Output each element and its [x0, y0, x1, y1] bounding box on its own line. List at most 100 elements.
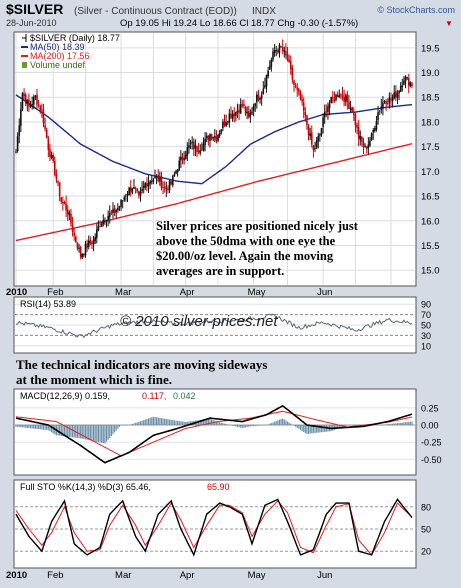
symbol-title: $SILVER	[6, 1, 63, 17]
macd-hist-bar	[228, 424, 230, 426]
price-bar-body	[23, 93, 25, 96]
x-axis-label-bottom: Jun	[317, 570, 332, 581]
macd-hist-bar	[122, 425, 124, 426]
price-bar-body	[226, 121, 229, 123]
price-bar-body	[188, 144, 190, 149]
legend-volume: Volume undef	[30, 60, 86, 70]
legend-ma200: MA(200) 17.56	[30, 51, 90, 61]
x-axis-labels: 2010 Feb Mar Apr May Jun	[6, 287, 332, 298]
price-bar-body	[390, 98, 392, 101]
macd-hist-bar	[21, 425, 24, 428]
macd-hist-bar	[15, 425, 17, 427]
price-bar-body	[204, 138, 206, 145]
price-bar-body	[398, 91, 400, 94]
macd-hist-bar	[295, 425, 297, 427]
macd-signal-label: 0.117,	[142, 391, 166, 401]
macd-hist-bar	[84, 425, 87, 440]
price-bar-body	[357, 127, 360, 139]
price-bar-body	[50, 155, 53, 159]
price-bar-body	[102, 219, 105, 224]
macd-hist-bar	[138, 421, 140, 425]
macd-hist-bar	[185, 421, 187, 425]
macd-hist-bar	[314, 425, 316, 433]
price-bar-body	[275, 50, 278, 52]
macd-hist-bar	[78, 425, 80, 439]
ma50-line	[15, 94, 413, 185]
macd-hist-bar	[198, 420, 200, 425]
price-bar-body	[160, 176, 163, 189]
macd-hist-bar	[63, 425, 66, 437]
price-bar-body	[247, 111, 250, 118]
macd-hist-bar	[33, 425, 35, 429]
price-bar-body	[37, 104, 40, 106]
rsi-line	[15, 313, 413, 339]
price-bar-body	[257, 94, 260, 100]
macd-hist-bar	[23, 425, 25, 428]
macd-hist-bar	[206, 419, 208, 425]
macd-hist-bar	[215, 421, 218, 425]
price-bar-body	[78, 247, 80, 249]
price-bar-body	[243, 104, 245, 107]
macd-hist-bar	[375, 425, 378, 426]
exchange-label: INDX	[252, 6, 276, 17]
macd-hist-bar	[303, 425, 305, 432]
price-bar-body	[327, 106, 329, 112]
down-arrow-icon: ▼	[445, 19, 453, 28]
macd-hist-bar	[230, 425, 232, 426]
macd-tick-label: -0.25	[421, 438, 442, 448]
macd-hist-bar	[17, 425, 19, 427]
price-bar-body	[26, 100, 29, 104]
macd-hist-bar	[398, 422, 400, 425]
price-bar-body	[306, 115, 308, 125]
stockcharts-brand[interactable]: © StockCharts.com	[377, 5, 455, 15]
macd-hist-bar	[199, 420, 201, 425]
macd-hist-bar	[125, 425, 127, 426]
price-bar-body	[57, 180, 59, 183]
macd-hist-bar	[42, 425, 45, 430]
price-bar-body	[214, 136, 216, 138]
price-bar-body	[230, 113, 232, 118]
price-bar-body	[66, 209, 69, 214]
price-bar-body	[36, 94, 38, 105]
price-bar-body	[129, 186, 132, 192]
macd-hist-bar	[377, 425, 379, 426]
macd-hist-bar	[28, 425, 30, 429]
price-bar-body	[39, 105, 42, 111]
price-bar-body	[147, 182, 150, 186]
price-bar-body	[364, 146, 366, 148]
price-bar-body	[108, 212, 111, 218]
price-bar-body	[348, 101, 350, 109]
price-bar-body	[178, 160, 181, 171]
price-bar-body	[361, 137, 363, 143]
sto-label: Full STO %K(14,3) %D(3) 65.46,	[20, 482, 151, 492]
price-bar-body	[281, 47, 284, 51]
macd-hist-bar	[248, 425, 250, 427]
macd-hist-bar	[91, 425, 93, 441]
price-bar-body	[375, 121, 378, 130]
legend-ma50: MA(50) 18.39	[30, 42, 85, 52]
x-axis-label: May	[248, 287, 266, 298]
macd-hist-bar	[406, 422, 408, 425]
macd-hist-bar	[101, 425, 103, 443]
price-bar-body	[353, 113, 355, 115]
macd-hist-bar	[173, 420, 175, 425]
price-bar-body	[199, 150, 202, 154]
price-bar-body	[341, 94, 344, 98]
price-bar-body	[32, 97, 35, 105]
macd-hist-bar	[340, 425, 342, 428]
price-bar-body	[163, 186, 166, 188]
macd-hist-bar	[240, 425, 242, 428]
sto-panel[interactable]	[13, 479, 417, 569]
price-bar-body	[209, 134, 211, 141]
price-bar-body	[291, 67, 294, 80]
price-bar-body	[167, 189, 169, 190]
price-bar-body	[283, 50, 286, 52]
macd-hist-bar	[49, 425, 51, 432]
macd-hist-bar	[189, 421, 192, 425]
macd-hist-bar	[107, 425, 109, 440]
price-tick-label: 15.0	[421, 266, 440, 277]
macd-hist-bar	[104, 425, 106, 444]
macd-hist-bar	[253, 425, 255, 427]
price-bar-body	[320, 127, 323, 135]
